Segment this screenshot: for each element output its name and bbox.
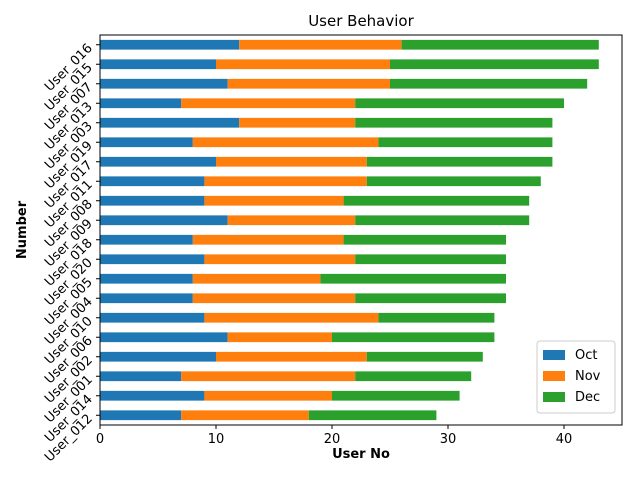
- bar-oct-user-019: [100, 137, 193, 148]
- bar-dec-user-009: [355, 215, 530, 226]
- bar-nov-user-011: [204, 176, 367, 187]
- bar-dec-user-007: [390, 78, 588, 89]
- x-axis-title: User No: [332, 447, 390, 462]
- bar-dec-user-001: [355, 371, 472, 382]
- bar-dec-user-004: [355, 293, 506, 304]
- bar-dec-user-002: [366, 351, 483, 362]
- bar-oct-user-014: [100, 390, 205, 401]
- bar-oct-user-016: [100, 39, 240, 50]
- bar-nov-user-010: [204, 312, 379, 323]
- bar-nov-user-009: [227, 215, 356, 226]
- bar-dec-user-010: [378, 312, 495, 323]
- bar-oct-user-005: [100, 273, 193, 284]
- bar-oct-user-009: [100, 215, 228, 226]
- bar-oct-user-001: [100, 371, 182, 382]
- bar-oct-user-020: [100, 254, 205, 265]
- bar-oct-user-010: [100, 312, 205, 323]
- bar-nov-user-016: [239, 39, 402, 50]
- bar-dec-user-003: [355, 117, 553, 128]
- bar-oct-user-007: [100, 78, 228, 89]
- bar-dec-user-005: [320, 273, 506, 284]
- bar-oct-user-018: [100, 234, 193, 245]
- bar-dec-user-017: [366, 156, 553, 167]
- bar-oct-user-013: [100, 98, 182, 109]
- bar-dec-user-018: [343, 234, 506, 245]
- bar-nov-user-006: [227, 332, 332, 343]
- legend-label-dec: Dec: [575, 390, 600, 405]
- bar-nov-user-012: [181, 410, 309, 421]
- bar-nov-user-013: [181, 98, 356, 109]
- x-tick-label: 40: [556, 432, 573, 447]
- bar-dec-user-013: [355, 98, 564, 109]
- x-tick-label: 20: [324, 432, 341, 447]
- legend-label-nov: Nov: [575, 369, 601, 384]
- bar-nov-user-015: [216, 59, 390, 70]
- bar-oct-user-002: [100, 351, 216, 362]
- bar-dec-user-019: [378, 137, 553, 148]
- bar-nov-user-007: [227, 78, 390, 89]
- bars-layer: [100, 39, 599, 421]
- legend-swatch-dec: [543, 392, 565, 402]
- bar-nov-user-019: [192, 137, 379, 148]
- bar-oct-user-015: [100, 59, 216, 70]
- legend-swatch-nov: [543, 371, 565, 381]
- x-axis: 0 10 20 30 40: [96, 425, 572, 447]
- bar-oct-user-004: [100, 293, 193, 304]
- bar-oct-user-003: [100, 117, 240, 128]
- bar-dec-user-015: [390, 59, 599, 70]
- legend: Oct Nov Dec: [536, 340, 616, 414]
- bar-oct-user-008: [100, 195, 205, 206]
- bar-dec-user-011: [366, 176, 541, 187]
- y-axis: User_012User_014User_001User_002User_006…: [42, 41, 100, 465]
- bar-oct-user-011: [100, 176, 205, 187]
- bar-oct-user-017: [100, 156, 216, 167]
- x-tick-label: 10: [208, 432, 225, 447]
- bar-nov-user-017: [216, 156, 367, 167]
- x-tick-label: 30: [440, 432, 457, 447]
- bar-dec-user-014: [332, 390, 460, 401]
- bar-nov-user-001: [181, 371, 356, 382]
- x-tick-label: 0: [96, 432, 104, 447]
- bar-dec-user-020: [355, 254, 506, 265]
- bar-nov-user-003: [239, 117, 356, 128]
- plot-frame: [99, 34, 623, 426]
- bar-dec-user-016: [401, 39, 599, 50]
- bar-dec-user-012: [308, 410, 437, 421]
- legend-label-oct: Oct: [575, 348, 597, 363]
- bar-nov-user-014: [204, 390, 332, 401]
- chart-title: User Behavior: [308, 12, 414, 30]
- bar-dec-user-008: [343, 195, 530, 206]
- bar-nov-user-002: [216, 351, 367, 362]
- bar-oct-user-012: [100, 410, 182, 421]
- y-axis-title: Number: [15, 200, 30, 259]
- bar-nov-user-008: [204, 195, 344, 206]
- bar-nov-user-020: [204, 254, 356, 265]
- legend-swatch-oct: [543, 350, 565, 360]
- bar-nov-user-004: [192, 293, 356, 304]
- bar-nov-user-005: [192, 273, 321, 284]
- bar-oct-user-006: [100, 332, 228, 343]
- bar-nov-user-018: [192, 234, 344, 245]
- bar-dec-user-006: [332, 332, 495, 343]
